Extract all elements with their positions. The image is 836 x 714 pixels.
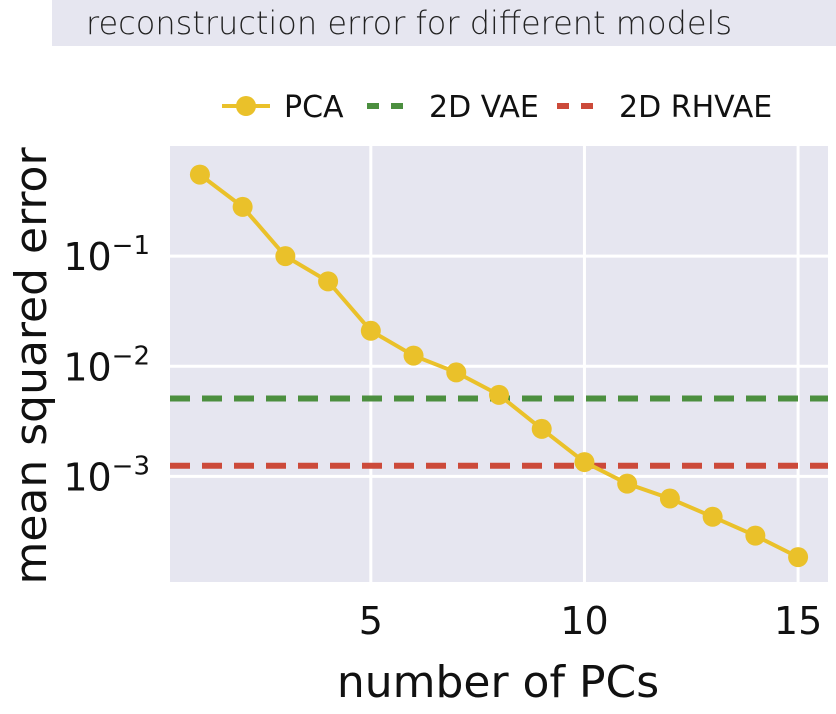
data-point	[617, 473, 638, 494]
data-point	[788, 547, 809, 568]
y-axis-label: mean squared error	[6, 147, 57, 585]
series-layer	[170, 164, 828, 568]
data-point	[403, 345, 424, 366]
legend-label-2d-rhvae: 2D RHVAE	[619, 90, 772, 125]
data-point	[189, 164, 210, 185]
data-point	[574, 452, 595, 473]
x-tick-label: 5	[359, 599, 383, 643]
data-point	[745, 525, 766, 546]
data-point	[360, 320, 381, 341]
legend-marker-pca	[236, 96, 256, 116]
y-tick-label: 10−1	[63, 231, 150, 279]
data-point	[232, 196, 253, 217]
data-point	[318, 271, 339, 292]
chart-title-bar: reconstruction error for different model…	[52, 0, 836, 46]
data-point	[489, 384, 509, 405]
grid	[170, 146, 828, 582]
data-point	[659, 488, 680, 509]
y-tick-label: 10−3	[63, 451, 150, 499]
data-point	[702, 506, 723, 527]
y-tick-label: 10−2	[63, 341, 150, 389]
plot-area	[170, 146, 828, 582]
data-point	[531, 418, 552, 439]
x-tick-label: 15	[774, 599, 822, 643]
x-axis-label: number of PCs	[337, 657, 659, 708]
chart-title: reconstruction error for different model…	[86, 4, 733, 42]
x-tick-label: 10	[560, 599, 608, 643]
legend-label-2d-vae: 2D VAE	[429, 90, 539, 125]
legend-label-pca: PCA	[284, 90, 344, 125]
data-point	[446, 362, 467, 383]
tick-labels: 5 10 15 10−1 10−2 10−3	[63, 231, 822, 643]
data-point	[275, 246, 296, 267]
legend: PCA 2D VAE 2D RHVAE	[222, 90, 772, 125]
